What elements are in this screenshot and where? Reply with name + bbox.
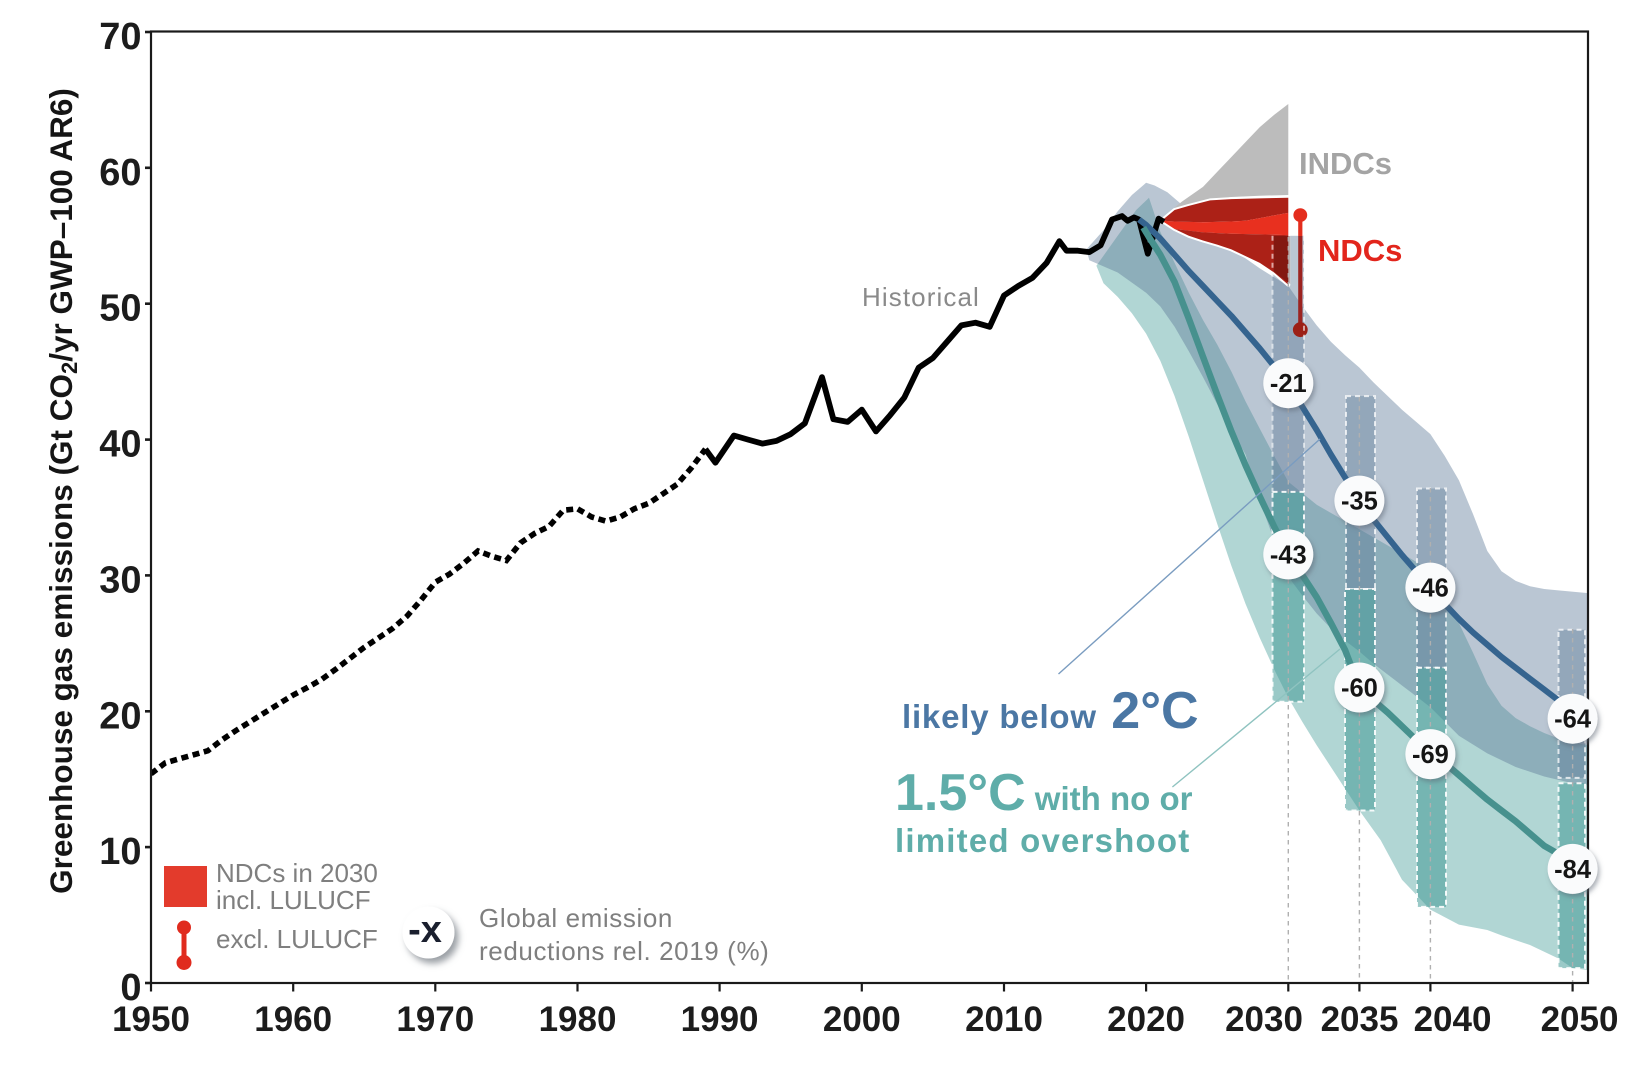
- svg-text:2040: 2040: [1414, 1000, 1492, 1039]
- svg-text:incl. LULUCF: incl. LULUCF: [216, 885, 371, 915]
- svg-text:excl. LULUCF: excl. LULUCF: [216, 924, 378, 954]
- svg-text:0: 0: [120, 967, 141, 1009]
- svg-text:1960: 1960: [254, 1000, 332, 1039]
- svg-text:Historical: Historical: [862, 282, 980, 312]
- svg-text:-21: -21: [1270, 370, 1307, 398]
- svg-text:Global emission: Global emission: [479, 903, 673, 933]
- svg-text:-43: -43: [1270, 541, 1307, 569]
- svg-text:-x: -x: [408, 909, 442, 951]
- svg-text:-64: -64: [1554, 706, 1592, 734]
- svg-text:limited overshoot: limited overshoot: [895, 822, 1190, 859]
- svg-text:20: 20: [99, 695, 141, 737]
- svg-text:2050: 2050: [1541, 1000, 1619, 1039]
- svg-text:-35: -35: [1341, 488, 1378, 516]
- svg-text:-46: -46: [1412, 575, 1449, 603]
- svg-text:reductions rel. 2019 (%): reductions rel. 2019 (%): [479, 936, 769, 966]
- svg-text:1950: 1950: [112, 1000, 190, 1039]
- svg-text:2020: 2020: [1107, 1000, 1185, 1039]
- svg-text:2035: 2035: [1321, 1000, 1399, 1039]
- svg-text:INDCs: INDCs: [1299, 146, 1392, 181]
- svg-text:10: 10: [99, 831, 141, 873]
- svg-text:2000: 2000: [823, 1000, 901, 1039]
- svg-text:30: 30: [99, 559, 141, 601]
- svg-text:60: 60: [99, 152, 141, 194]
- svg-text:2010: 2010: [965, 1000, 1043, 1039]
- svg-text:1970: 1970: [396, 1000, 474, 1039]
- svg-text:NDCs: NDCs: [1318, 233, 1402, 268]
- svg-text:2030: 2030: [1225, 1000, 1303, 1039]
- svg-text:-69: -69: [1412, 741, 1449, 769]
- svg-text:NDCs in 2030: NDCs in 2030: [216, 858, 378, 888]
- svg-text:Greenhouse gas emissions (Gt C: Greenhouse gas emissions (Gt CO2/yr GWP–…: [43, 88, 82, 894]
- svg-text:70: 70: [99, 16, 141, 58]
- svg-text:50: 50: [99, 288, 141, 330]
- svg-text:1990: 1990: [681, 1000, 759, 1039]
- svg-text:-84: -84: [1554, 856, 1592, 884]
- svg-text:-60: -60: [1341, 675, 1378, 703]
- svg-text:1980: 1980: [539, 1000, 617, 1039]
- svg-text:40: 40: [99, 424, 141, 466]
